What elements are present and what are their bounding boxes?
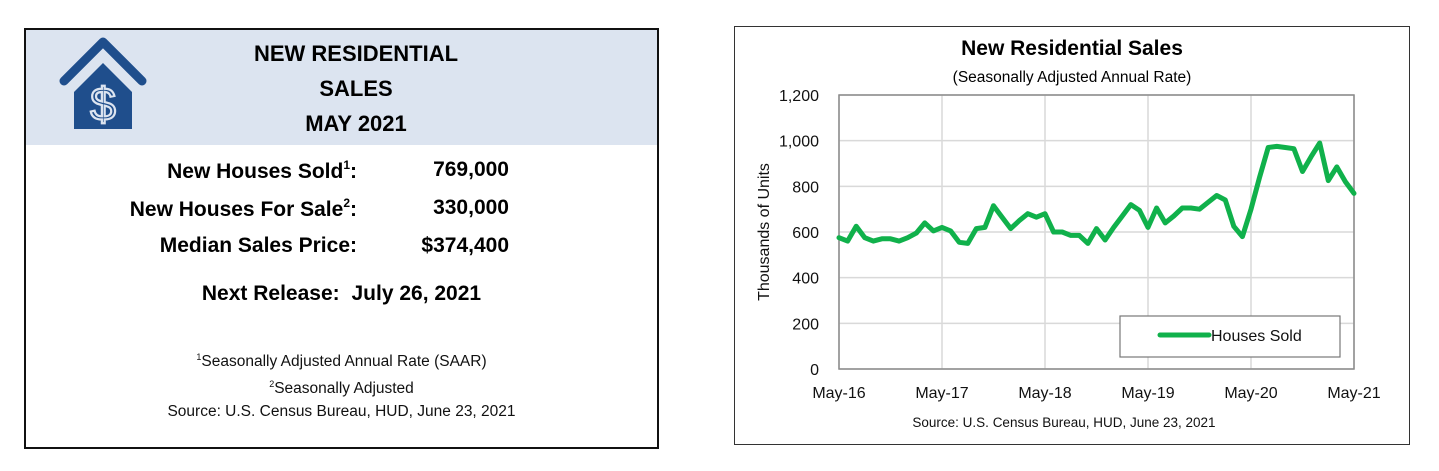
summary-header: $ NEW RESIDENTIAL SALES MAY 2021 — [26, 30, 657, 145]
house-dollar-icon: $ — [59, 37, 147, 131]
x-tick-label: May-19 — [1121, 385, 1174, 402]
x-axis-ticks: May-16 May-17 May-18 May-19 May-20 May-21 — [812, 385, 1380, 402]
chart-panel: 0 200 400 600 800 1,000 1,200 May-16 May-17 May-… — [734, 26, 1410, 445]
footnotes: 1Seasonally Adjusted Annual Rate (SAAR) … — [26, 346, 657, 423]
stat-label: Median Sales Price: — [159, 234, 357, 257]
y-axis-ticks: 0 200 400 600 800 1,000 1,200 — [779, 88, 819, 379]
chart-source: Source: U.S. Census Bureau, HUD, June 23… — [912, 415, 1215, 430]
x-tick-label: May-20 — [1224, 385, 1277, 402]
summary-title-line: NEW RESIDENTIAL — [253, 41, 459, 66]
y-axis-label: Thousands of Units — [756, 163, 773, 301]
y-tick-label: 600 — [792, 225, 819, 242]
y-tick-label: 400 — [792, 271, 819, 288]
footnote: 2Seasonally Adjusted — [269, 379, 414, 397]
next-release-label: Next Release: — [201, 282, 340, 305]
stat-label: New Houses Sold1: — [167, 158, 357, 183]
stat-row-median-price: Median Sales Price: $374,400 — [26, 234, 657, 264]
x-tick-label: May-16 — [812, 385, 865, 402]
summary-title: NEW RESIDENTIAL SALES MAY 2021 — [156, 36, 556, 141]
chart-title: New Residential Sales — [961, 37, 1183, 60]
y-tick-label: 1,200 — [779, 88, 819, 105]
next-release-date: July 26, 2021 — [351, 282, 482, 305]
source-note: Source: U.S. Census Bureau, HUD, June 23… — [167, 403, 516, 420]
svg-text:$: $ — [90, 78, 116, 130]
stat-row-houses-sold: New Houses Sold1: 769,000 — [26, 158, 657, 188]
footnote: 1Seasonally Adjusted Annual Rate (SAAR) — [196, 352, 487, 370]
legend-label: Houses Sold — [1211, 328, 1302, 345]
chart-subtitle: (Seasonally Adjusted Annual Rate) — [952, 69, 1192, 86]
x-tick-label: May-18 — [1018, 385, 1071, 402]
stat-value: 330,000 — [433, 196, 509, 219]
y-tick-label: 0 — [810, 362, 819, 379]
stat-value: $374,400 — [421, 234, 509, 257]
summary-title-line: MAY 2021 — [305, 111, 407, 136]
summary-panel: $ NEW RESIDENTIAL SALES MAY 2021 New Hou… — [24, 28, 659, 449]
y-tick-label: 1,000 — [779, 134, 819, 151]
summary-title-line: SALES — [319, 76, 393, 101]
stat-value: 769,000 — [433, 158, 509, 181]
next-release: Next Release: July 26, 2021 — [26, 282, 657, 306]
x-tick-label: May-17 — [915, 385, 968, 402]
y-tick-label: 800 — [792, 179, 819, 196]
stat-row-houses-for-sale: New Houses For Sale2: 330,000 — [26, 196, 657, 226]
legend: Houses Sold — [1119, 315, 1341, 358]
stat-label: New Houses For Sale2: — [129, 196, 357, 221]
houses-sold-line — [836, 140, 1357, 246]
y-tick-label: 200 — [792, 316, 819, 333]
plot-area — [838, 94, 1355, 370]
x-tick-label: May-21 — [1327, 385, 1380, 402]
